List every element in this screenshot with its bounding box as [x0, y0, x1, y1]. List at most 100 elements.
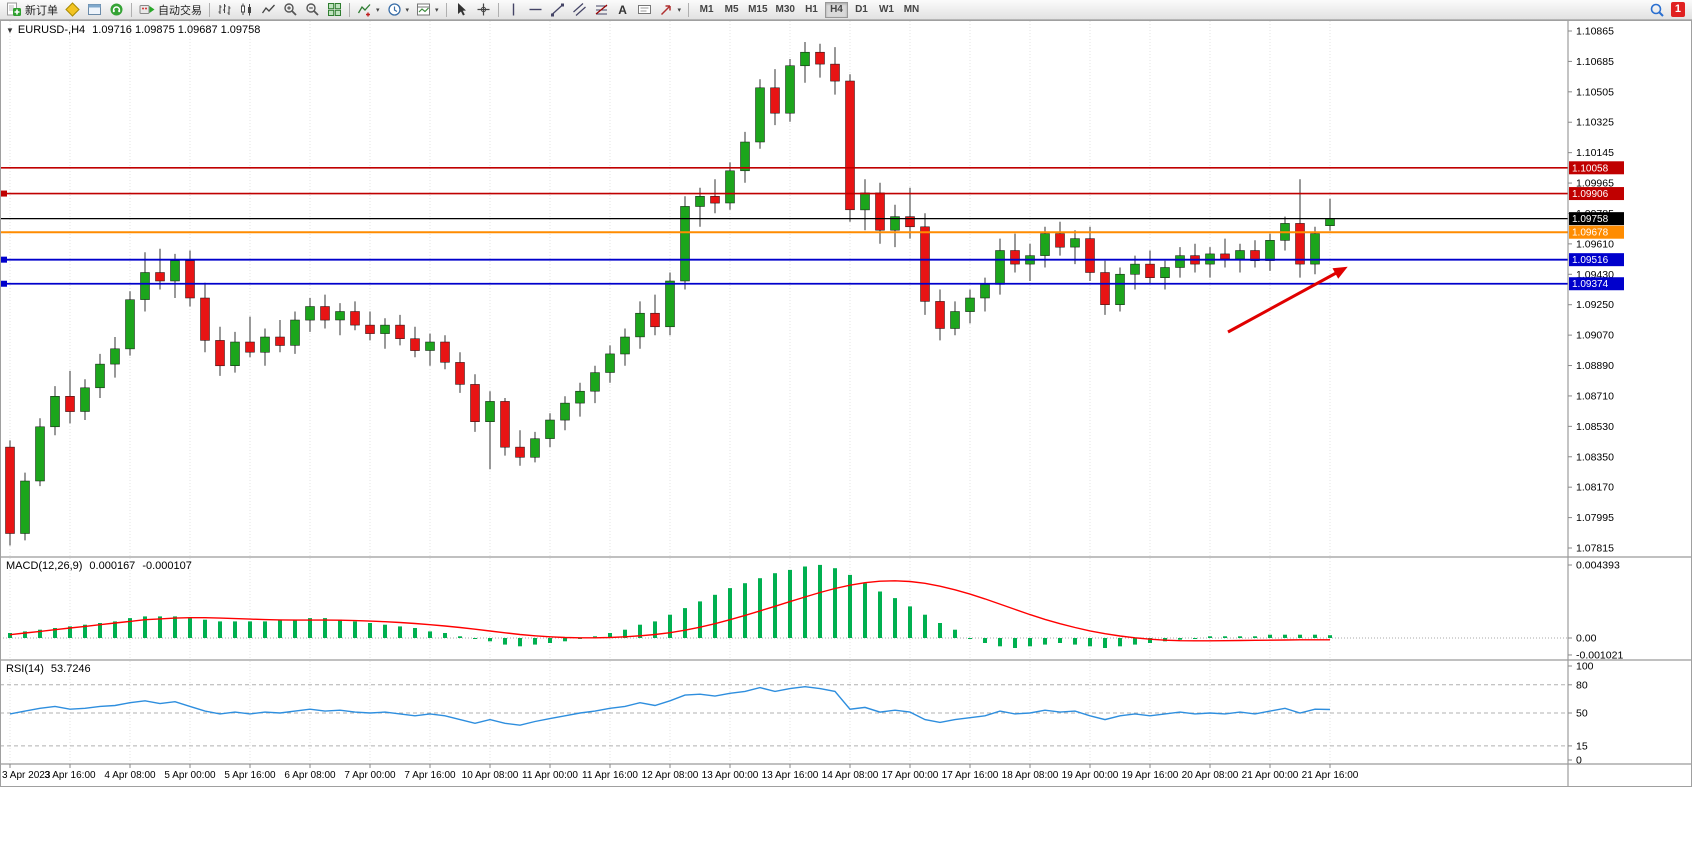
timeframe-button-h1[interactable]: H1: [800, 2, 823, 18]
indicators-button[interactable]: ▾: [354, 1, 383, 19]
metaeditor-button[interactable]: [62, 1, 83, 19]
svg-text:1.09678: 1.09678: [1572, 228, 1609, 239]
timeframe-toolbar: M1 M5 M15 M30 H1 H4 D1 W1 MN: [695, 1, 923, 18]
svg-text:1.08890: 1.08890: [1576, 360, 1614, 372]
svg-text:13 Apr 00:00: 13 Apr 00:00: [702, 770, 759, 781]
svg-text:0: 0: [1576, 755, 1582, 767]
trendline-icon: [550, 3, 564, 17]
candlestick-chart-button[interactable]: [236, 1, 257, 19]
macd-signal-value: -0.000107: [142, 560, 192, 572]
tile-windows-button[interactable]: [324, 1, 345, 19]
text-tool-button[interactable]: A: [613, 1, 633, 19]
toolbar: 新订单 自动交易 ▾ ▾ ▾: [0, 0, 1692, 20]
svg-text:1.10325: 1.10325: [1576, 117, 1614, 129]
rsi-name: RSI(14): [6, 663, 44, 675]
horizontal-line-button[interactable]: [525, 1, 546, 19]
new-order-label: 新订单: [25, 4, 58, 17]
text-label-icon: [637, 5, 651, 14]
macd-name: MACD(12,26,9): [6, 560, 83, 572]
svg-text:13 Apr 16:00: 13 Apr 16:00: [762, 770, 819, 781]
text-label-button[interactable]: [634, 1, 655, 19]
svg-text:1.09965: 1.09965: [1576, 178, 1614, 190]
auto-trading-icon: [139, 5, 155, 14]
horizontal-line-icon: [529, 8, 542, 11]
vertical-line-button[interactable]: [503, 1, 524, 19]
timeframe-button-m15[interactable]: M15: [745, 2, 770, 18]
rsi-value: 53.7246: [50, 663, 91, 675]
svg-text:1.07995: 1.07995: [1576, 512, 1614, 524]
templates-button[interactable]: ▾: [413, 1, 442, 19]
rsi-indicator-label: RSI(14) 53.7246: [6, 663, 91, 675]
macd-indicator-label: MACD(12,26,9) 0.000167 -0.000107: [6, 560, 192, 572]
timeframe-button-m5[interactable]: M5: [720, 2, 743, 18]
crosshair-button[interactable]: [473, 1, 494, 19]
auto-trading-button[interactable]: 自动交易: [136, 1, 205, 19]
zoom-in-button[interactable]: [280, 1, 301, 19]
svg-text:1.08530: 1.08530: [1576, 421, 1614, 433]
svg-text:3 Apr 2023: 3 Apr 2023: [2, 770, 51, 781]
svg-text:14 Apr 08:00: 14 Apr 08:00: [822, 770, 879, 781]
fibonacci-icon: [595, 4, 607, 15]
zoom-out-icon: [306, 3, 319, 16]
timeframe-button-w1[interactable]: W1: [875, 2, 898, 18]
community-button[interactable]: [106, 1, 127, 19]
clock-icon: [387, 3, 401, 16]
macd-main-value: 0.000167: [89, 560, 136, 572]
notification-badge[interactable]: 1: [1670, 2, 1685, 17]
toolbar-separator: [209, 2, 210, 17]
arrows-tool-button[interactable]: ▾: [656, 1, 685, 19]
trendline-button[interactable]: [547, 1, 568, 19]
one-click-trading-toggle-icon[interactable]: ▼: [6, 26, 14, 35]
timeframe-button-h4[interactable]: H4: [824, 1, 848, 18]
svg-text:1.10145: 1.10145: [1576, 147, 1614, 159]
ohlc-values: 1.09716 1.09875 1.09687 1.09758: [92, 24, 261, 36]
svg-text:100: 100: [1576, 661, 1594, 673]
bar-chart-button[interactable]: [214, 1, 235, 19]
headset-icon: [110, 3, 123, 16]
svg-text:7 Apr 16:00: 7 Apr 16:00: [404, 770, 456, 781]
svg-text:1.09516: 1.09516: [1572, 255, 1609, 266]
channel-button[interactable]: [569, 1, 590, 19]
svg-text:1.09610: 1.09610: [1576, 238, 1614, 250]
fibonacci-button[interactable]: [591, 1, 612, 19]
svg-text:1.09758: 1.09758: [1572, 214, 1609, 225]
zoom-out-button[interactable]: [302, 1, 323, 19]
new-order-icon: [7, 2, 21, 16]
data-window-button[interactable]: [84, 1, 105, 19]
svg-text:1.09374: 1.09374: [1572, 279, 1609, 290]
new-order-button[interactable]: 新订单: [3, 1, 61, 19]
svg-text:10 Apr 08:00: 10 Apr 08:00: [462, 770, 519, 781]
timeframe-button-mn[interactable]: MN: [900, 2, 923, 18]
timeframe-button-m1[interactable]: M1: [695, 2, 718, 18]
cursor-icon: [457, 3, 466, 16]
periods-button[interactable]: ▾: [384, 1, 413, 19]
timeframe-button-d1[interactable]: D1: [850, 2, 873, 18]
svg-text:80: 80: [1576, 679, 1588, 691]
metaeditor-icon: [65, 2, 80, 17]
svg-text:-0.001021: -0.001021: [1576, 649, 1623, 661]
svg-text:11 Apr 16:00: 11 Apr 16:00: [582, 770, 638, 781]
svg-text:15: 15: [1576, 740, 1588, 752]
svg-text:19 Apr 00:00: 19 Apr 00:00: [1062, 770, 1119, 781]
timeframe-button-m30[interactable]: M30: [773, 2, 798, 18]
svg-text:1.10505: 1.10505: [1576, 86, 1614, 98]
svg-text:12 Apr 08:00: 12 Apr 08:00: [642, 770, 699, 781]
dropdown-arrow-icon: ▾: [435, 6, 439, 14]
svg-text:20 Apr 08:00: 20 Apr 08:00: [1182, 770, 1239, 781]
svg-text:0.00: 0.00: [1576, 633, 1597, 645]
svg-text:1.09070: 1.09070: [1576, 330, 1614, 342]
tile-windows-icon: [328, 3, 341, 16]
svg-text:21 Apr 00:00: 21 Apr 00:00: [1242, 770, 1299, 781]
svg-text:1.09906: 1.09906: [1572, 189, 1609, 200]
symbol-label: EURUSD-,H4: [17, 24, 86, 36]
cursor-button[interactable]: [451, 1, 472, 19]
line-chart-button[interactable]: [258, 1, 279, 19]
svg-text:21 Apr 16:00: 21 Apr 16:00: [1302, 770, 1359, 781]
dropdown-arrow-icon: ▾: [405, 6, 410, 14]
svg-text:11 Apr 00:00: 11 Apr 00:00: [522, 770, 578, 781]
svg-text:17 Apr 00:00: 17 Apr 00:00: [882, 770, 939, 781]
search-button[interactable]: [1646, 1, 1668, 19]
svg-text:17 Apr 16:00: 17 Apr 16:00: [942, 770, 999, 781]
svg-text:19 Apr 16:00: 19 Apr 16:00: [1122, 770, 1179, 781]
